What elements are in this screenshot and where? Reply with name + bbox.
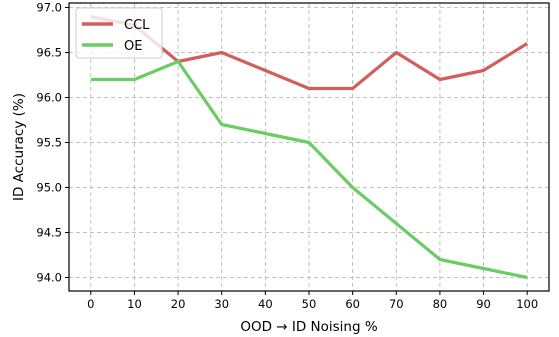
legend-box [75,7,163,59]
series-line-oe [90,59,528,280]
x-tick-label: 40 [258,297,273,311]
x-tick-label: 60 [345,297,360,311]
y-tick-label: 95.0 [36,181,62,195]
series-line-ccl [90,14,529,91]
x-tick-label: 70 [389,297,404,311]
y-tick-label: 97.0 [36,1,62,15]
y-tick-label: 96.0 [36,91,62,105]
y-tick-label: 96.5 [36,46,62,60]
x-tick-label: 80 [433,297,448,311]
y-axis-label: ID Accuracy (%) [11,93,27,201]
x-axis-ticks: 0 10 20 30 40 50 60 70 80 90 100 [87,291,538,311]
y-tick-label: 95.5 [36,136,62,150]
x-axis-label: OOD → ID Noising % [240,319,378,335]
legend-label-ccl: CCL [124,18,150,33]
series-lines [90,14,529,280]
x-tick-label: 90 [476,297,491,311]
y-axis-ticks: 94.0 94.5 95.0 95.5 96.0 96.5 97.0 [36,1,69,285]
x-tick-label: 100 [516,297,538,311]
x-tick-label: 20 [171,297,186,311]
y-tick-label: 94.5 [36,226,62,240]
x-tick-label: 0 [87,297,94,311]
y-tick-label: 94.0 [36,271,62,285]
x-tick-label: 10 [127,297,142,311]
legend-label-oe: OE [124,39,142,54]
x-tick-label: 50 [302,297,317,311]
x-tick-label: 30 [214,297,229,311]
legend: CCL OE [75,7,163,59]
